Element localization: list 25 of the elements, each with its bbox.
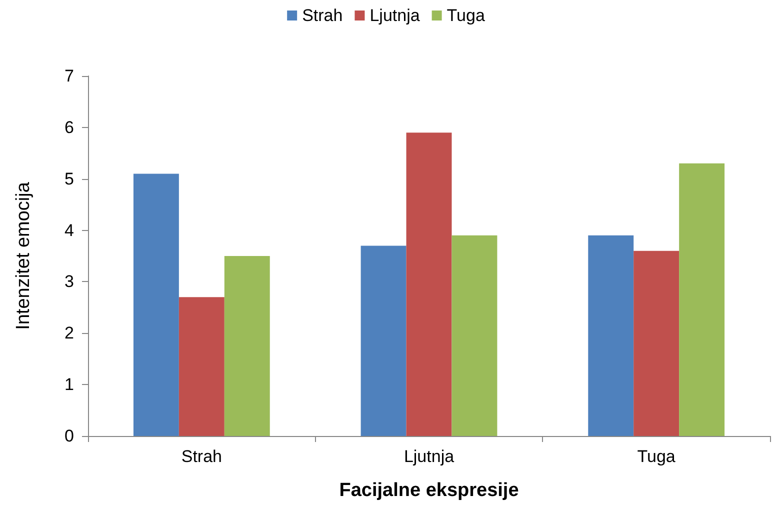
y-tick-label: 5: [64, 169, 74, 188]
y-tick-label: 3: [64, 272, 74, 292]
bar: [452, 235, 498, 436]
bar: [679, 163, 725, 436]
x-axis-title: Facijalne ekspresije: [339, 480, 519, 501]
y-tick-label: 0: [64, 426, 74, 446]
x-tick-label: Tuga: [637, 447, 676, 466]
y-tick-label: 7: [64, 66, 74, 86]
bar: [406, 132, 452, 436]
bar: [360, 246, 406, 436]
bar: [634, 250, 680, 436]
bar: [178, 297, 224, 436]
y-tick-label: 2: [64, 324, 74, 343]
legend-label: Strah: [302, 6, 343, 25]
legend-label: Tuga: [446, 6, 486, 25]
x-tick-label: Ljutnja: [404, 447, 455, 466]
y-tick-label: 6: [64, 118, 74, 137]
legend-label: Ljutnja: [370, 6, 420, 25]
y-tick-label: 4: [64, 220, 74, 240]
bar: [133, 174, 179, 436]
x-tick-label: Strah: [181, 447, 222, 466]
bar: [588, 235, 634, 436]
y-axis-title: Intenzitet emocija: [13, 182, 34, 330]
bar: [224, 256, 270, 436]
y-tick-label: 1: [64, 375, 74, 394]
